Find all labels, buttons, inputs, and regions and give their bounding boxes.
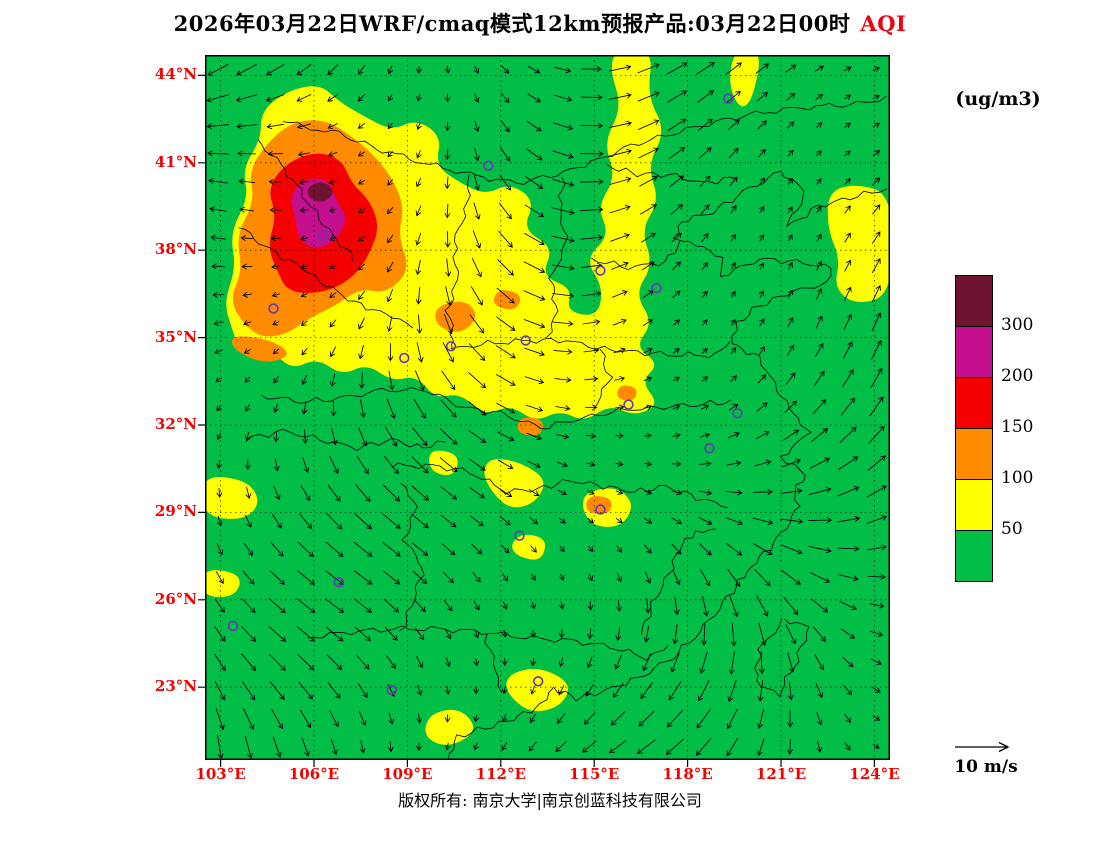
colorbar xyxy=(955,275,993,582)
aqi-region-orange xyxy=(231,336,287,362)
y-axis-tick-label: 35°N xyxy=(154,327,197,346)
station-marker xyxy=(514,530,525,541)
aqi-region-yellow xyxy=(484,459,544,508)
aqi-region-orange xyxy=(435,301,476,332)
x-axis-tick-label: 106°E xyxy=(288,765,340,783)
y-axis-tick-label: 23°N xyxy=(154,677,197,696)
aqi-region-yellow xyxy=(506,668,568,712)
x-axis-tick-label: 121°E xyxy=(755,765,807,783)
station-marker xyxy=(333,577,345,588)
station-marker xyxy=(722,93,734,104)
x-axis-tick-label: 124°E xyxy=(849,765,900,783)
station-marker xyxy=(520,335,531,346)
colorbar-level-label: 300 xyxy=(1001,315,1034,335)
station-marker xyxy=(386,684,398,696)
station-marker xyxy=(623,399,634,410)
colorbar-level-label: 150 xyxy=(1001,417,1034,437)
map-border xyxy=(205,55,890,760)
chart-title: 2026年03月22日WRF/cmaq模式12km预报产品:03月22日00时 A… xyxy=(0,8,1080,38)
coastline-and-province-boundaries xyxy=(238,95,888,760)
axis-tick-marks xyxy=(198,74,875,767)
map-plot-area xyxy=(205,55,890,760)
y-axis-tick-label: 32°N xyxy=(154,414,197,433)
aqi-region-maroon xyxy=(307,182,333,202)
x-axis-tick-label: 112°E xyxy=(475,765,526,783)
colorbar-cell-green xyxy=(956,531,992,581)
colorbar-cell-orange xyxy=(956,429,992,480)
station-marker xyxy=(483,160,494,171)
station-marker xyxy=(651,282,662,294)
aqi-region-orange xyxy=(517,417,543,436)
aqi-region-yellow xyxy=(512,534,546,560)
y-axis-tick-label: 29°N xyxy=(154,502,197,521)
colorbar-cell-maroon xyxy=(956,276,992,327)
aqi-region-orange xyxy=(617,385,637,401)
colorbar-cell-magenta xyxy=(956,327,992,378)
y-axis-tick-label: 38°N xyxy=(154,240,197,259)
station-marker xyxy=(445,341,457,352)
station-marker xyxy=(227,620,239,632)
chart-title-variable: AQI xyxy=(860,11,907,36)
x-axis-tick-label: 109°E xyxy=(382,765,433,783)
chart-title-text: 2026年03月22日WRF/cmaq模式12km预报产品:03月22日00时 xyxy=(173,11,851,36)
y-axis-tick-label: 44°N xyxy=(154,65,197,84)
colorbar-cell-yellow xyxy=(956,480,992,531)
x-axis-tick-label: 103°E xyxy=(195,765,246,783)
copyright-text: 版权所有: 南京大学|南京创蓝科技有限公司 xyxy=(398,791,702,810)
y-axis-tick-label: 26°N xyxy=(154,589,197,608)
station-marker xyxy=(595,504,606,515)
aqi-region-yellow xyxy=(827,185,890,303)
colorbar-level-label: 100 xyxy=(1001,468,1034,488)
units-label: (ug/m3) xyxy=(955,88,1041,110)
station-marker xyxy=(595,265,606,276)
wind-legend-arrow xyxy=(955,741,1010,753)
station-marker xyxy=(704,443,715,454)
wind-speed-label: 10 m/s xyxy=(954,757,1018,777)
station-marker xyxy=(399,352,410,364)
colorbar-level-label: 50 xyxy=(1001,519,1023,539)
wind-vector-arrows xyxy=(206,62,888,760)
aqi-region-yellow xyxy=(429,450,458,476)
y-axis-tick-label: 41°N xyxy=(154,152,197,171)
station-marker xyxy=(533,676,544,687)
station-marker xyxy=(318,230,329,241)
colorbar-level-label: 200 xyxy=(1001,366,1034,386)
colorbar-cell-red xyxy=(956,378,992,429)
station-marker xyxy=(268,303,279,314)
aqi-region-yellow xyxy=(205,570,240,597)
x-axis-tick-label: 118°E xyxy=(662,765,713,783)
aqi-region-yellow xyxy=(205,477,258,519)
x-axis-tick-label: 115°E xyxy=(569,765,620,783)
station-marker xyxy=(732,408,743,419)
